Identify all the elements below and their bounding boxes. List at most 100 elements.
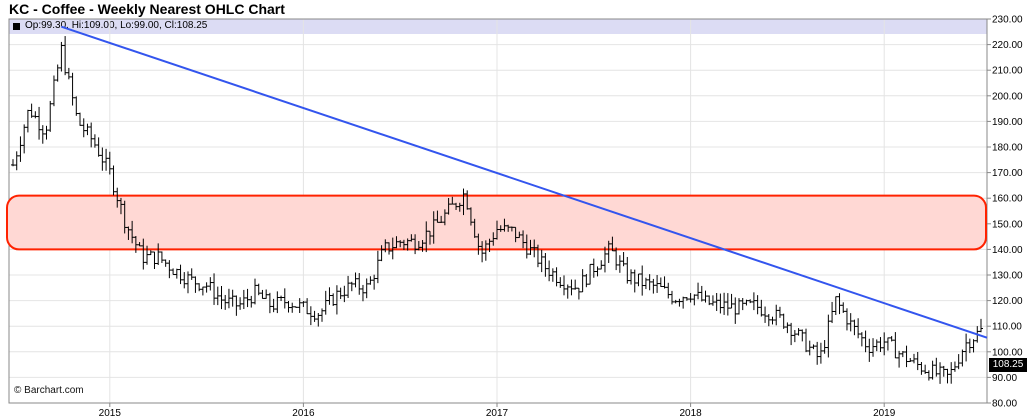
ohlc-bar <box>759 299 764 317</box>
ohlc-bar <box>353 272 358 288</box>
ohlc-bar <box>256 283 261 296</box>
ohlc-bar <box>107 151 112 175</box>
ohlc-bar <box>457 202 462 212</box>
ohlc-bar <box>413 234 418 255</box>
ohlc-bar <box>163 259 168 267</box>
y-tick-label: 130.00 <box>992 271 1023 282</box>
ohlc-bar <box>640 265 645 296</box>
ohlc-bar <box>710 295 715 306</box>
ohlc-bar <box>897 350 902 368</box>
ohlc-bar <box>818 342 823 364</box>
ohlc-bar <box>264 289 269 299</box>
y-tick-label: 160.00 <box>992 194 1023 205</box>
ohlc-bar <box>487 238 492 253</box>
ohlc-bar <box>81 118 86 138</box>
ohlc-bar <box>833 296 838 315</box>
ohlc-bar <box>621 252 626 267</box>
ohlc-bar <box>189 268 194 280</box>
ohlc-bar <box>137 242 142 247</box>
ohlc-bar <box>662 276 667 289</box>
ohlc-bar <box>260 289 265 299</box>
ohlc-bar <box>275 291 280 314</box>
ohlc-bar <box>506 224 511 232</box>
ohlc-bar <box>442 209 447 226</box>
ohlc-bar <box>185 271 190 294</box>
ohlc-bar <box>368 276 373 285</box>
ohlc-bar <box>830 301 835 324</box>
ohlc-bar <box>193 276 198 293</box>
y-tick-label: 90.00 <box>992 373 1017 384</box>
ohlc-bar <box>178 264 183 285</box>
ohlc-bar <box>528 239 533 255</box>
ohlc-bar <box>55 64 60 82</box>
ohlc-bar <box>900 351 905 358</box>
ohlc-bar <box>197 283 202 292</box>
ohlc-bar <box>293 306 298 308</box>
ohlc-bar <box>409 234 414 242</box>
ohlc-bar <box>733 297 738 324</box>
ohlc-bar <box>249 295 254 308</box>
ohlc-bar <box>349 281 354 292</box>
ohlc-bar <box>215 286 220 306</box>
ohlc-bar <box>755 295 760 315</box>
ohlc-bar <box>450 196 455 205</box>
ohlc-bar <box>867 338 872 362</box>
ohlc-bar <box>885 337 890 351</box>
ohlc-bar <box>599 260 604 270</box>
ohlc-bar <box>51 75 56 107</box>
ohlc-bar <box>59 41 64 72</box>
ohlc-bar <box>658 277 663 288</box>
ohlc-bars <box>11 36 983 384</box>
ohlc-bar <box>811 344 816 350</box>
ohlc-bar <box>696 282 701 300</box>
ohlc-bar <box>789 322 794 346</box>
ohlc-bar <box>267 292 272 314</box>
ohlc-bar <box>316 313 321 327</box>
ohlc-bar <box>923 364 928 374</box>
ohlc-bar <box>133 235 138 253</box>
ohlc-bar <box>156 243 161 265</box>
ohlc-bar <box>331 293 336 306</box>
ohlc-bar <box>290 302 295 313</box>
ohlc-bar <box>777 306 782 318</box>
y-tick-label: 190.00 <box>992 117 1023 128</box>
x-tick-label: 2016 <box>292 408 315 417</box>
ohlc-bar <box>513 226 518 243</box>
ohlc-bar <box>465 190 470 210</box>
ohlc-bar <box>904 345 909 368</box>
ohlc-bar <box>200 286 205 296</box>
ohlc-bar <box>893 332 898 359</box>
ohlc-bar <box>502 218 507 232</box>
ohlc-bar <box>550 268 555 282</box>
ohlc-bar <box>573 279 578 290</box>
ohlc-bar <box>647 274 652 291</box>
y-tick-label: 120.00 <box>992 296 1023 307</box>
ohlc-bar <box>372 274 377 290</box>
ohlc-bar <box>387 242 392 255</box>
ohlc-bar <box>498 225 503 232</box>
ohlc-bar <box>666 282 671 299</box>
x-tick-label: 2019 <box>873 408 896 417</box>
ohlc-bar <box>174 268 179 279</box>
y-tick-label: 100.00 <box>992 347 1023 358</box>
ohlc-bar <box>576 287 581 300</box>
ohlc-bar <box>234 295 239 316</box>
ohlc-bar <box>692 294 697 306</box>
ohlc-bar <box>427 230 432 245</box>
ohlc-bar <box>584 273 589 288</box>
ohlc-bar <box>796 328 801 336</box>
ohlc-bar <box>919 361 924 375</box>
x-tick-label: 2017 <box>486 408 509 417</box>
ohlc-bar <box>859 332 864 347</box>
ohlc-bar <box>874 339 879 352</box>
ohlc-bar <box>960 349 965 367</box>
ohlc-bar <box>688 293 693 303</box>
ohlc-bar <box>461 188 466 216</box>
y-tick-label: 200.00 <box>992 91 1023 102</box>
ohlc-bar <box>878 337 883 352</box>
ohlc-bar <box>483 240 488 261</box>
ohlc-bar <box>167 260 172 279</box>
ohlc-bar <box>305 298 310 315</box>
ohlc-bar <box>766 313 771 327</box>
